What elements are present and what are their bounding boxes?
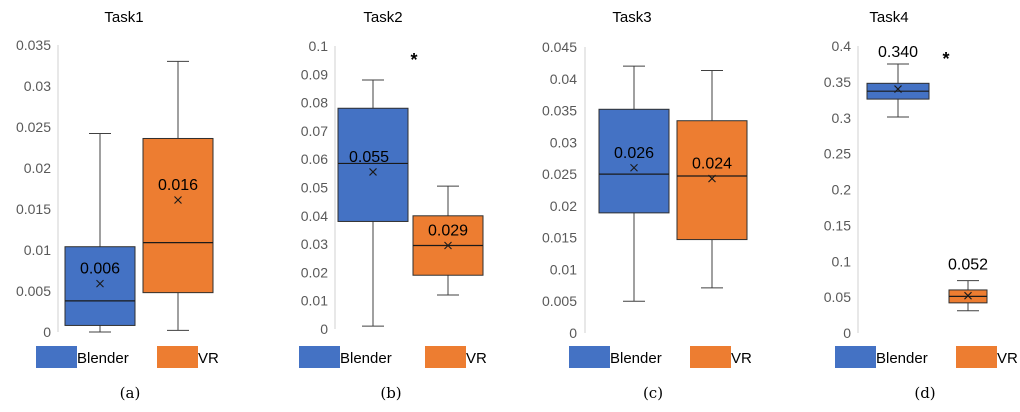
y-tick-label: 0	[569, 325, 577, 341]
mean-label: 0.006	[80, 261, 120, 278]
chart-panel-3: Task3 0 0.005 0.01 0.015 0.02 0.025 0.03 0.035 0.…	[542, 9, 752, 402]
y-tick-label: 0.045	[542, 39, 577, 55]
y-tick-label: 0.06	[301, 151, 328, 167]
y-tick-label: 0	[43, 324, 51, 340]
mean-label: 0.029	[428, 223, 468, 240]
y-tick-label: 0.03	[24, 78, 51, 94]
box-blender: 0.340	[866, 44, 930, 118]
mean-label: 0.052	[948, 257, 988, 274]
box-vr: 0.052	[948, 257, 988, 312]
legend-label: Blender	[340, 350, 392, 367]
iqr-box	[64, 246, 136, 326]
mean-marker	[174, 196, 182, 204]
legend-label: Blender	[77, 350, 129, 367]
mean-marker	[444, 241, 452, 250]
y-tick-label: 0.15	[824, 217, 851, 233]
mean-label: 0.024	[692, 156, 732, 173]
mean-marker	[894, 85, 902, 93]
y-tick-label: 0.07	[301, 123, 328, 139]
chart-title: Task3	[612, 9, 651, 26]
y-tick-label: 0.2	[832, 182, 852, 198]
legend-label: VR	[731, 350, 752, 367]
box-blender: 0.055	[337, 79, 409, 327]
y-tick-label: 0	[843, 325, 851, 341]
legend-swatch-blender	[36, 346, 77, 368]
mean-label: 0.340	[878, 44, 918, 61]
y-tick-label: 0.01	[550, 261, 577, 277]
mean-marker	[369, 168, 377, 176]
iqr-box	[142, 137, 214, 294]
y-tick-label: 0.02	[301, 264, 328, 280]
legend-swatch-vr	[157, 346, 198, 368]
y-tick-label: 0.4	[832, 38, 852, 54]
y-tick-label: 0.035	[542, 103, 577, 119]
box-blender: 0.026	[598, 65, 670, 302]
mean-marker	[96, 279, 104, 288]
box-blender: 0.006	[64, 133, 136, 333]
panel-caption: (a)	[120, 384, 141, 402]
y-tick-label: 0.09	[301, 66, 328, 82]
y-tick-label: 0.015	[542, 230, 577, 246]
legend-swatch-blender	[299, 346, 340, 368]
legend-label: Blender	[876, 350, 928, 367]
y-tick-label: 0.03	[301, 236, 328, 252]
iqr-box	[598, 108, 670, 214]
y-tick-label: 0.01	[301, 293, 328, 309]
iqr-box	[337, 107, 409, 222]
box-vr: 0.024	[676, 70, 748, 289]
y-tick-label: 0.05	[301, 180, 328, 196]
mean-marker	[630, 163, 638, 172]
legend-label: VR	[198, 350, 219, 367]
mean-marker	[708, 174, 716, 183]
y-tick-label: 0	[320, 321, 328, 337]
legend-swatch-blender	[569, 346, 610, 368]
chart-panel-2: Task2 0 0.01 0.02 0.03 0.04 0.05 0.06 0.07 0.08 0.…	[299, 9, 487, 402]
legend-label: Blender	[610, 350, 662, 367]
mean-label: 0.055	[349, 149, 389, 166]
y-tick-label: 0.025	[542, 166, 577, 182]
y-tick-label: 0.35	[824, 74, 851, 90]
y-tick-label: 0.03	[550, 134, 577, 150]
y-tick-label: 0.04	[550, 71, 577, 87]
legend-label: VR	[997, 350, 1018, 367]
mean-label: 0.026	[614, 145, 654, 162]
chart-title: Task4	[869, 9, 908, 26]
y-tick-label: 0.035	[16, 37, 51, 53]
y-tick-label: 0.005	[542, 293, 577, 309]
y-tick-label: 0.015	[16, 201, 51, 217]
legend-swatch-vr	[690, 346, 731, 368]
y-tick-label: 0.25	[824, 146, 851, 162]
y-tick-label: 0.01	[24, 242, 51, 258]
panel-caption: (c)	[643, 384, 663, 402]
chart-title: Task1	[104, 9, 143, 26]
y-tick-label: 0.1	[832, 253, 852, 269]
y-tick-label: 0.3	[832, 110, 852, 126]
chart-panel-4: Task4 0 0.05 0.1 0.15 0.2 0.25 0.3 0.35 0.4 0.340 0…	[824, 9, 1018, 402]
box-vr: 0.016	[142, 60, 214, 331]
y-tick-label: 0.005	[16, 283, 51, 299]
significance-marker: *	[942, 49, 949, 69]
y-tick-label: 0.02	[24, 160, 51, 176]
panel-caption: (b)	[380, 384, 401, 402]
y-tick-label: 0.1	[309, 38, 329, 54]
mean-label: 0.016	[158, 177, 198, 194]
y-tick-label: 0.04	[301, 208, 328, 224]
y-tick-label: 0.025	[16, 119, 51, 135]
iqr-box	[676, 120, 748, 241]
y-tick-label: 0.08	[301, 95, 328, 111]
chart-title: Task2	[363, 9, 402, 26]
legend-swatch-vr	[425, 346, 466, 368]
legend-swatch-blender	[835, 346, 876, 368]
significance-marker: *	[410, 50, 417, 70]
legend-swatch-vr	[956, 346, 997, 368]
legend-label: VR	[466, 350, 487, 367]
chart-panel-1: Task1 0 0.005 0.01 0.015 0.02 0.025 0.03 0.035 0.…	[16, 9, 219, 402]
y-tick-label: 0.02	[550, 198, 577, 214]
panel-caption: (d)	[914, 384, 935, 402]
y-tick-label: 0.05	[824, 289, 851, 305]
mean-marker	[964, 291, 972, 300]
box-vr: 0.029	[412, 185, 484, 296]
